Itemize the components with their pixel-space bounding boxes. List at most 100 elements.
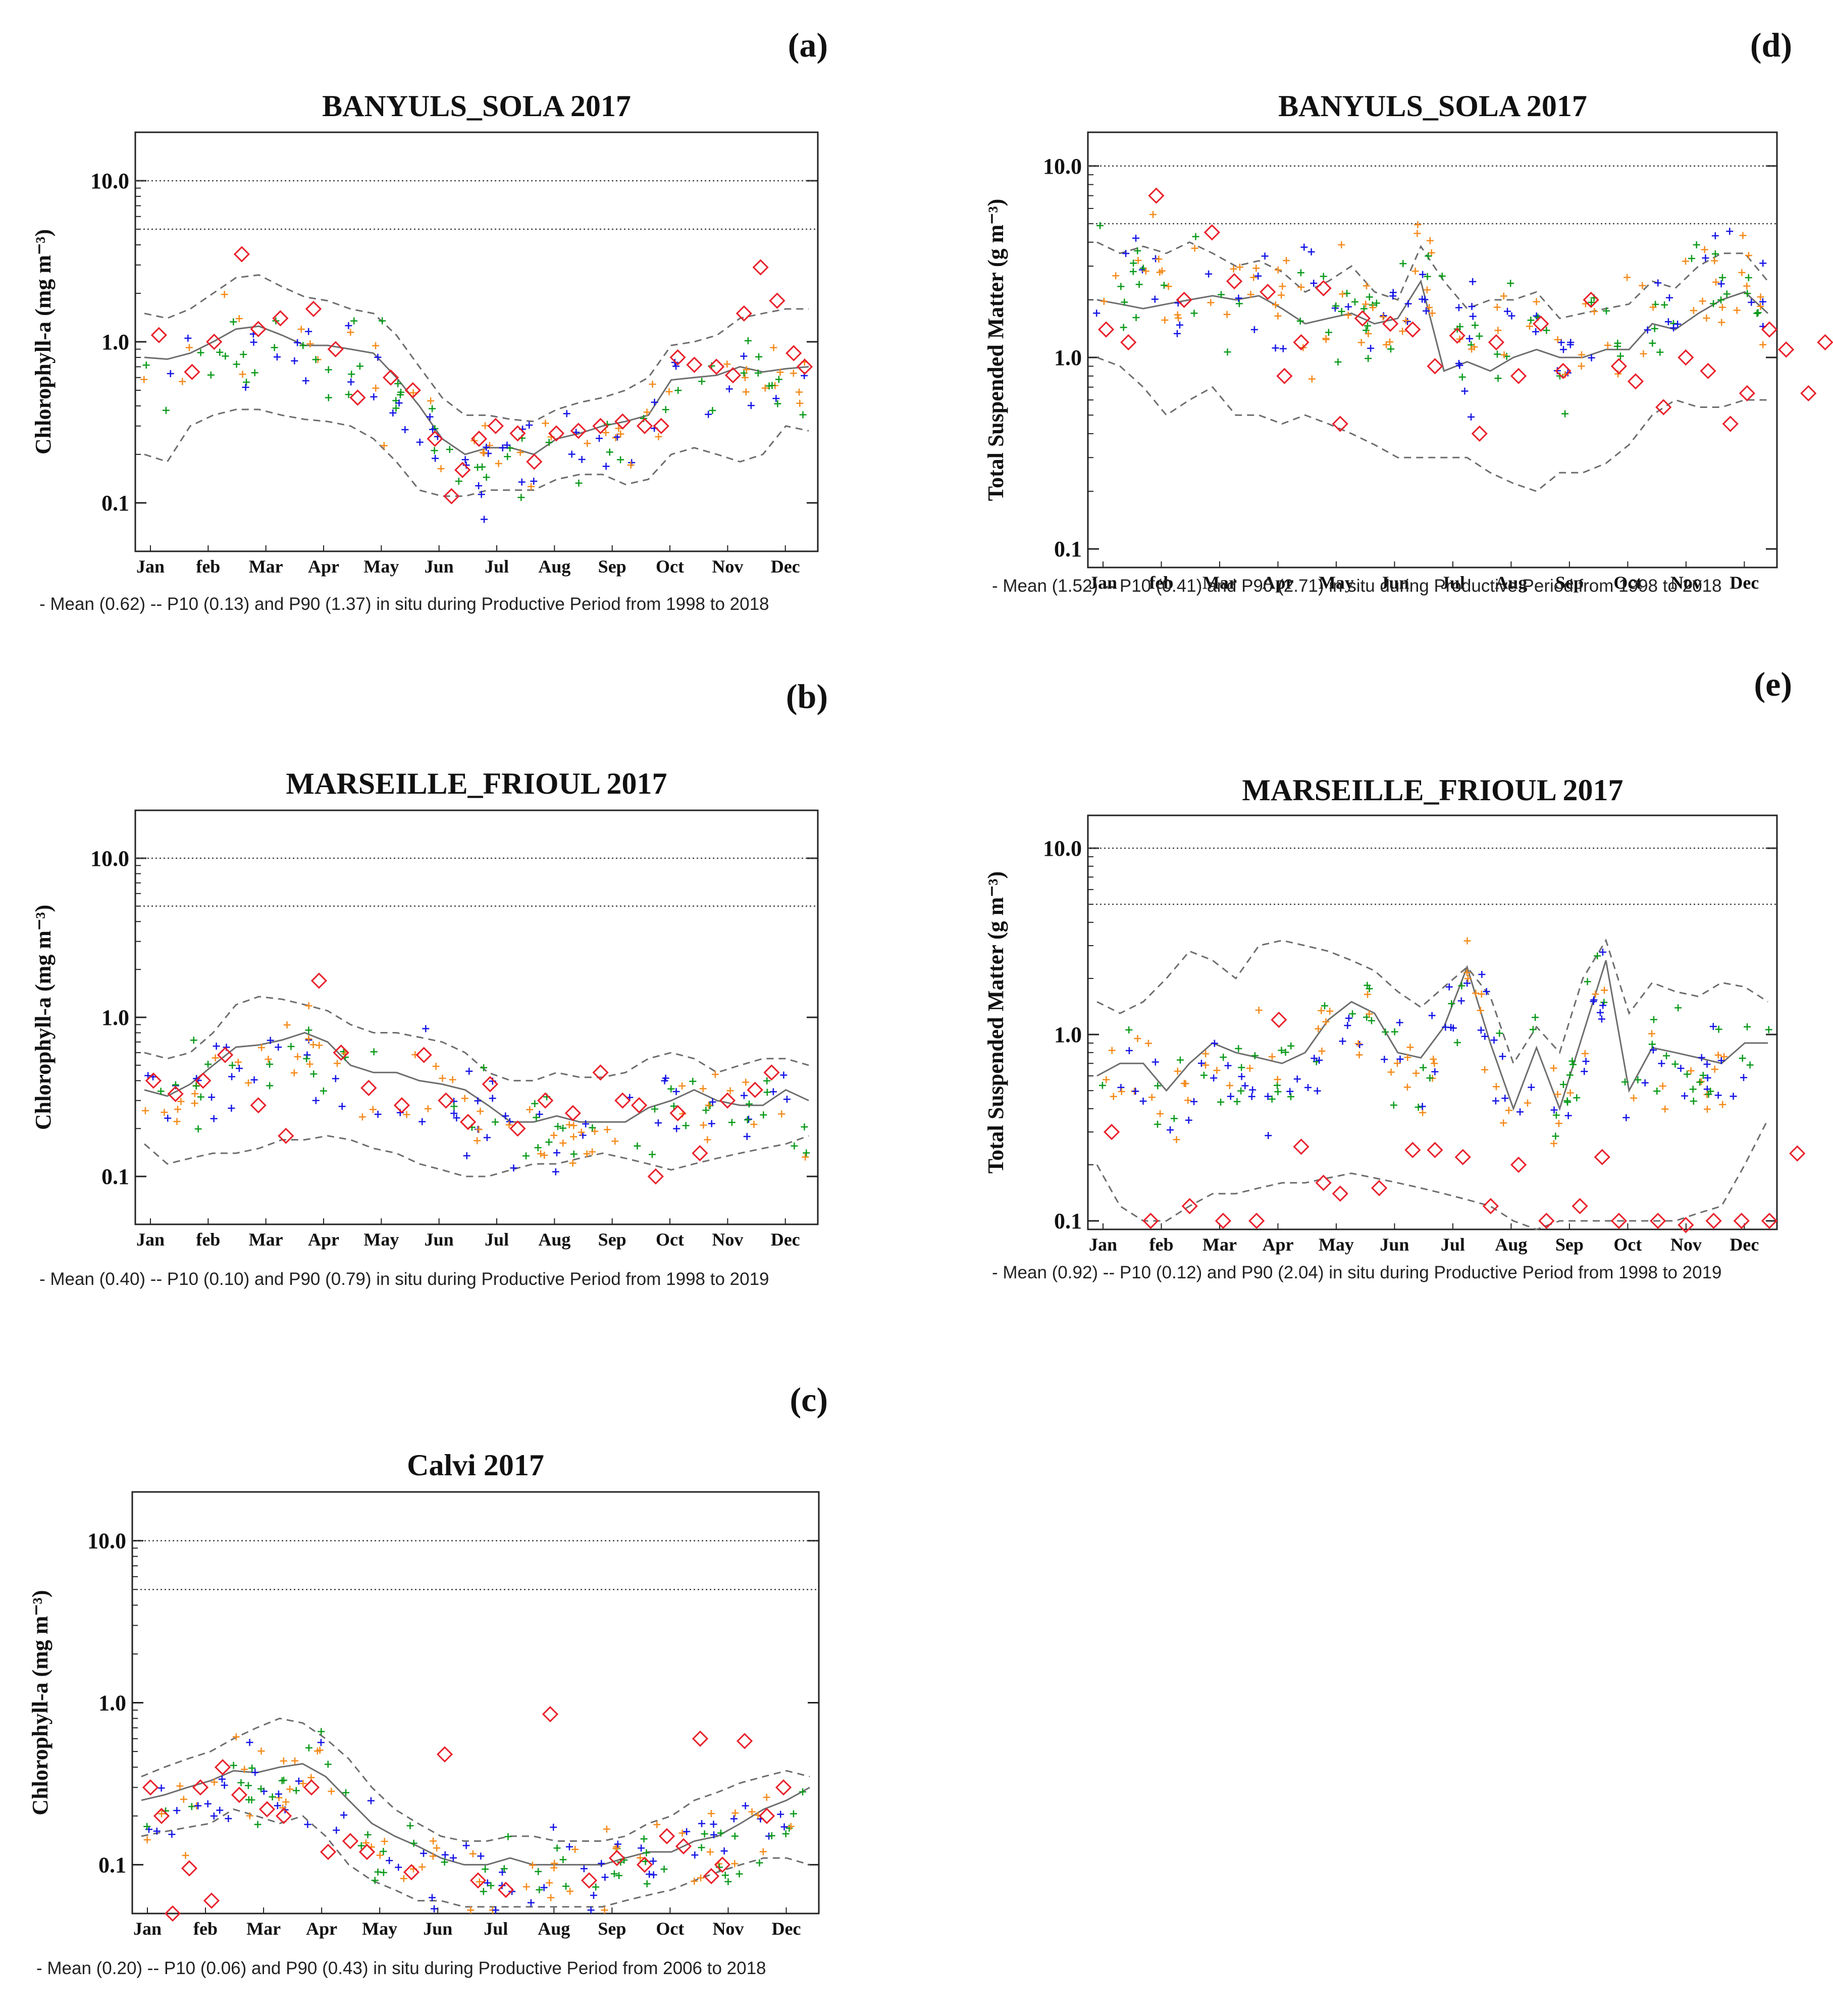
point-viirs bbox=[1390, 1101, 1397, 1109]
point-viirs bbox=[535, 1868, 542, 1875]
chart-title: Calvi 2017 bbox=[407, 1449, 544, 1482]
point-modis bbox=[432, 454, 439, 462]
point-modis bbox=[1622, 1114, 1630, 1121]
point-viirs bbox=[406, 1822, 414, 1830]
x-month-label: Nov bbox=[1670, 573, 1702, 593]
point-modis bbox=[275, 1790, 282, 1798]
point-viirs bbox=[1332, 302, 1340, 310]
point-viirs bbox=[536, 1886, 543, 1893]
x-month-label: Jun bbox=[425, 1229, 454, 1250]
y-tick-label: 10.0 bbox=[1043, 836, 1082, 861]
point-olci bbox=[1322, 1018, 1330, 1025]
point-modis bbox=[654, 1119, 662, 1127]
point-insitu bbox=[1678, 1217, 1694, 1233]
x-month-label: Apr bbox=[308, 556, 339, 577]
point-modis bbox=[1468, 413, 1475, 421]
point-viirs bbox=[1718, 274, 1726, 281]
point-insitu bbox=[581, 1872, 598, 1889]
point-viirs bbox=[480, 1064, 488, 1071]
panel-letter: (c) bbox=[790, 1380, 828, 1419]
mean-line bbox=[144, 1031, 809, 1123]
y-tick-label: 1.0 bbox=[98, 1691, 126, 1716]
point-modis bbox=[672, 1088, 680, 1095]
point-olci bbox=[179, 378, 186, 385]
point-modis bbox=[158, 1784, 165, 1792]
point-olci bbox=[186, 344, 193, 351]
point-modis bbox=[743, 1133, 751, 1141]
point-insitu bbox=[1181, 1198, 1198, 1215]
x-month-label: May bbox=[1319, 1234, 1354, 1255]
point-insitu bbox=[184, 364, 200, 380]
point-modis bbox=[374, 1111, 382, 1118]
point-modis bbox=[312, 1097, 320, 1104]
point-insitu bbox=[470, 430, 488, 447]
point-modis bbox=[1588, 354, 1595, 361]
point-modis bbox=[465, 1067, 473, 1075]
point-modis bbox=[317, 1739, 325, 1746]
point-modis bbox=[540, 1884, 548, 1891]
point-viirs bbox=[1705, 1091, 1712, 1098]
point-insitu bbox=[1700, 363, 1716, 379]
point-modis bbox=[1598, 1015, 1605, 1023]
point-modis bbox=[1759, 260, 1767, 267]
point-insitu bbox=[631, 1097, 648, 1114]
point-modis bbox=[144, 1072, 152, 1079]
point-viirs bbox=[717, 1829, 724, 1837]
point-insitu bbox=[342, 1833, 359, 1849]
point-insitu bbox=[763, 1064, 780, 1081]
point-insitu bbox=[1739, 385, 1755, 402]
point-viirs bbox=[1651, 325, 1658, 332]
point-viirs bbox=[522, 1152, 530, 1160]
point-viirs bbox=[243, 379, 250, 386]
x-month-label: Apr bbox=[1262, 573, 1293, 593]
point-modis bbox=[1265, 1132, 1272, 1140]
point-olci bbox=[475, 1126, 483, 1133]
point-modis bbox=[1132, 234, 1139, 242]
x-month-label: Apr bbox=[306, 1919, 337, 1939]
point-modis bbox=[1567, 339, 1575, 346]
point-olci bbox=[1103, 1076, 1110, 1083]
point-modis bbox=[1304, 1084, 1312, 1092]
point-modis bbox=[1344, 303, 1352, 311]
point-viirs bbox=[229, 1062, 236, 1069]
point-modis bbox=[1210, 1074, 1218, 1082]
point-olci bbox=[1687, 1067, 1695, 1074]
point-olci bbox=[182, 1851, 189, 1859]
point-modis bbox=[1132, 1088, 1139, 1095]
point-insitu bbox=[164, 1905, 181, 1922]
point-olci bbox=[306, 1060, 313, 1068]
point-modis bbox=[1490, 1037, 1498, 1044]
point-modis bbox=[580, 1865, 588, 1873]
point-viirs bbox=[348, 371, 355, 378]
point-olci bbox=[1165, 283, 1172, 290]
point-insitu bbox=[614, 413, 631, 430]
point-insitu bbox=[636, 1856, 653, 1873]
point-olci bbox=[522, 1883, 530, 1890]
point-viirs bbox=[1529, 1026, 1537, 1033]
point-insitu bbox=[1610, 358, 1628, 375]
point-viirs bbox=[248, 1796, 255, 1804]
point-viirs bbox=[394, 380, 402, 387]
point-modis bbox=[1492, 1097, 1499, 1105]
point-insitu bbox=[1248, 1212, 1265, 1229]
point-olci bbox=[1404, 1054, 1411, 1061]
point-viirs bbox=[1453, 1039, 1461, 1047]
point-modis bbox=[295, 1777, 302, 1785]
point-modis bbox=[709, 1098, 716, 1106]
point-modis bbox=[698, 1820, 706, 1827]
point-viirs bbox=[615, 1872, 623, 1879]
point-viirs bbox=[1556, 372, 1563, 380]
point-viirs bbox=[379, 317, 386, 325]
point-insitu bbox=[1203, 224, 1220, 241]
point-viirs bbox=[320, 1087, 327, 1095]
x-month-label: feb bbox=[196, 556, 220, 577]
point-olci bbox=[1279, 283, 1286, 290]
plot-frame bbox=[131, 1491, 820, 1915]
point-modis bbox=[210, 1812, 218, 1820]
point-viirs bbox=[1366, 293, 1373, 301]
point-olci bbox=[723, 360, 731, 368]
point-modis bbox=[1445, 983, 1453, 991]
point-viirs bbox=[702, 1107, 710, 1114]
point-viirs bbox=[1190, 309, 1198, 317]
point-olci bbox=[1223, 311, 1231, 318]
